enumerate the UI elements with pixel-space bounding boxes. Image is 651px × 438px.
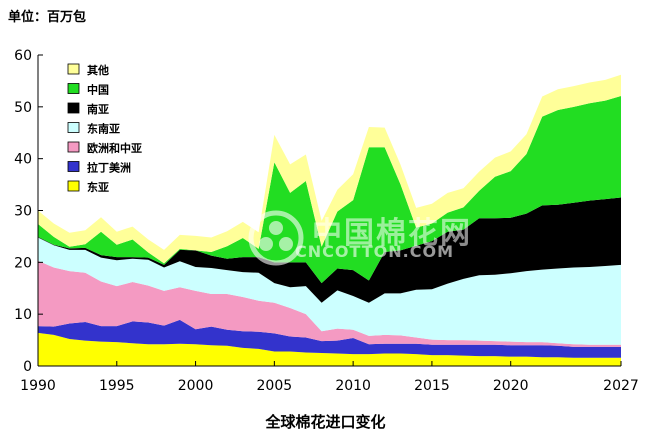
area-series-4	[38, 197, 621, 303]
legend-swatch	[67, 63, 80, 75]
area-series-5	[38, 95, 621, 284]
x-tick-label: 1990	[20, 378, 56, 394]
legend-swatch	[67, 83, 80, 94]
legend-label: 拉丁美洲	[87, 161, 131, 175]
legend-swatch	[67, 180, 80, 192]
area-series-3	[38, 237, 621, 345]
legend-label: 东亚	[87, 180, 109, 194]
watermark-text: 中国棉花网	[312, 216, 472, 251]
x-tick-label: 1995	[99, 378, 135, 394]
legend-label: 欧洲和中亚	[87, 141, 142, 155]
unit-label: 单位：百万包	[8, 10, 87, 25]
legend-swatch	[67, 122, 80, 133]
area-series-1	[38, 319, 621, 358]
legend-label: 东南亚	[87, 122, 120, 136]
area-series-6	[38, 74, 621, 264]
y-tick-label: 50	[14, 100, 32, 116]
y-tick-label: 0	[23, 359, 32, 375]
watermark-logo-icon	[248, 210, 304, 266]
y-tick-label: 30	[14, 204, 32, 220]
y-tick-label: 20	[14, 255, 32, 271]
area-series-2	[38, 260, 621, 347]
watermark-url: CNCOTTON.COM	[295, 242, 455, 261]
y-tick-label: 40	[14, 152, 32, 168]
legend-swatch	[67, 102, 80, 114]
x-tick-label: 2005	[257, 378, 293, 394]
y-tick-label: 60	[14, 48, 32, 64]
chart-title: 全球棉花进口变化	[265, 413, 386, 431]
x-tick-label: 2027	[603, 378, 639, 394]
x-tick-label: 2015	[414, 378, 450, 394]
area-series-0	[38, 332, 621, 366]
y-tick-label: 10	[14, 307, 32, 323]
legend-label: 中国	[87, 83, 109, 97]
x-tick-label: 2010	[335, 378, 371, 394]
axes-group: 0 10 20 30 40 50 60 1990 1995 2000 2005 2010 2015 202…	[14, 48, 639, 394]
legend-label: 南亚	[87, 102, 109, 116]
area-series-group	[38, 74, 621, 366]
legend-swatch	[67, 161, 80, 172]
legend-swatch	[67, 141, 80, 153]
x-tick-label: 2020	[493, 378, 529, 394]
legend-label: 其他	[87, 63, 109, 77]
x-tick-label: 2000	[178, 378, 214, 394]
